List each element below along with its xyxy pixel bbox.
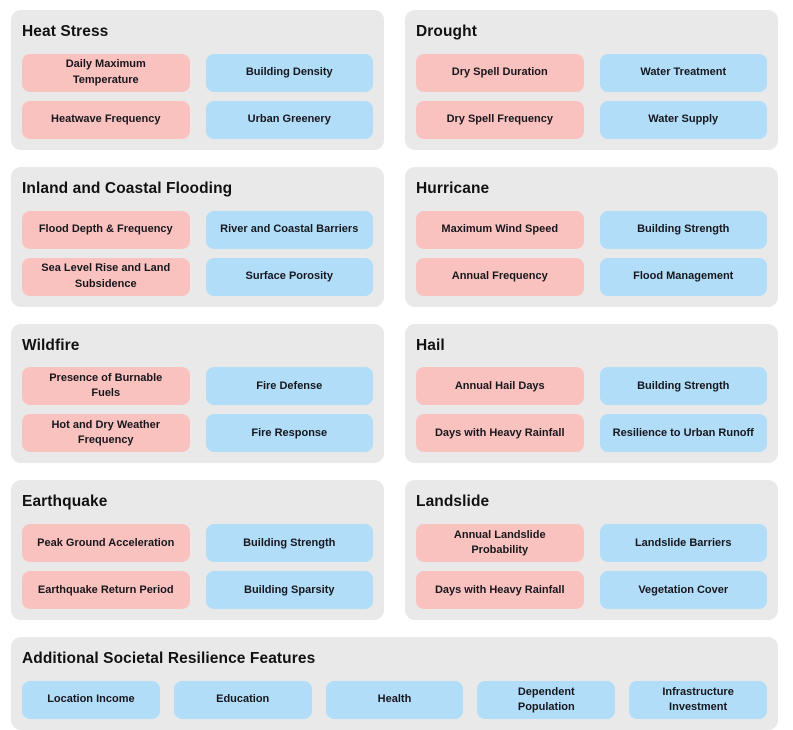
pill-grid: Presence of Burnable Fuels Fire Defense … bbox=[22, 367, 373, 453]
hazard-pill[interactable]: Annual Frequency bbox=[416, 257, 584, 296]
pill-grid: Daily Maximum Temperature Building Densi… bbox=[22, 53, 373, 139]
card-title: Hail bbox=[416, 336, 445, 354]
pill-grid: Maximum Wind Speed Building Strength Ann… bbox=[416, 210, 767, 296]
resilience-pill[interactable]: Building Sparsity bbox=[205, 571, 373, 610]
hazard-pill[interactable]: Maximum Wind Speed bbox=[416, 210, 584, 249]
hazard-pill[interactable]: Earthquake Return Period bbox=[22, 571, 190, 610]
resilience-pill[interactable]: Education bbox=[173, 681, 312, 720]
card-inland-and-coastal-flooding: Inland and Coastal Flooding Flood Depth … bbox=[11, 166, 384, 307]
features-row: Location Income Education Health Depende… bbox=[22, 681, 767, 720]
card-landslide: Landslide Annual Landslide Probability L… bbox=[405, 480, 778, 621]
resilience-pill[interactable]: Location Income bbox=[22, 681, 160, 720]
pill-grid: Annual Landslide Probability Landslide B… bbox=[416, 524, 767, 610]
hazard-pill[interactable]: Flood Depth & Frequency bbox=[22, 210, 190, 249]
resilience-pill[interactable]: Building Strength bbox=[205, 524, 373, 563]
resilience-pill[interactable]: Building Strength bbox=[599, 367, 767, 406]
pill-grid: Flood Depth & Frequency River and Coasta… bbox=[22, 210, 373, 296]
card-heat-stress: Heat Stress Daily Maximum Temperature Bu… bbox=[11, 10, 384, 150]
card-title: Landslide bbox=[416, 493, 490, 511]
resilience-pill[interactable]: Surface Porosity bbox=[205, 257, 373, 296]
resilience-pill[interactable]: Landslide Barriers bbox=[599, 524, 767, 563]
resilience-pill[interactable]: Infrastructure Investment bbox=[629, 681, 767, 720]
card-hail: Hail Annual Hail Days Building Strength … bbox=[405, 323, 778, 464]
hazard-pill[interactable]: Hot and Dry Weather Frequency bbox=[22, 414, 190, 453]
hazard-pill[interactable]: Heatwave Frequency bbox=[22, 100, 190, 139]
pill-grid: Peak Ground Acceleration Building Streng… bbox=[22, 524, 373, 610]
hazard-resilience-grid: Heat Stress Daily Maximum Temperature Bu… bbox=[11, 10, 778, 730]
hazard-pill[interactable]: Dry Spell Duration bbox=[416, 53, 584, 92]
hazard-pill[interactable]: Presence of Burnable Fuels bbox=[22, 367, 190, 406]
resilience-pill[interactable]: Resilience to Urban Runoff bbox=[599, 414, 767, 453]
resilience-pill[interactable]: Health bbox=[325, 681, 464, 720]
hazard-pill[interactable]: Dry Spell Frequency bbox=[416, 100, 584, 139]
hazard-pill[interactable]: Sea Level Rise and Land Subsidence bbox=[22, 257, 190, 296]
resilience-pill[interactable]: River and Coastal Barriers bbox=[205, 210, 373, 249]
card-title: Wildfire bbox=[22, 336, 80, 354]
hazard-pill[interactable]: Annual Landslide Probability bbox=[416, 524, 584, 563]
card-wildfire: Wildfire Presence of Burnable Fuels Fire… bbox=[11, 323, 384, 464]
resilience-pill[interactable]: Dependent Population bbox=[477, 681, 616, 720]
card-drought: Drought Dry Spell Duration Water Treatme… bbox=[405, 10, 778, 150]
resilience-pill[interactable]: Building Density bbox=[205, 53, 373, 92]
card-title: Heat Stress bbox=[22, 23, 109, 40]
hazard-pill[interactable]: Annual Hail Days bbox=[416, 367, 584, 406]
hazard-pill[interactable]: Daily Maximum Temperature bbox=[22, 53, 190, 92]
resilience-pill[interactable]: Urban Greenery bbox=[205, 100, 373, 139]
card-title: Hurricane bbox=[416, 179, 490, 197]
resilience-pill[interactable]: Water Treatment bbox=[599, 53, 767, 92]
card-additional-societal-resilience-features: Additional Societal Resilience Features … bbox=[11, 637, 778, 730]
card-title: Inland and Coastal Flooding bbox=[22, 179, 233, 197]
card-hurricane: Hurricane Maximum Wind Speed Building St… bbox=[405, 166, 778, 307]
hazard-pill[interactable]: Days with Heavy Rainfall bbox=[416, 414, 584, 453]
resilience-pill[interactable]: Fire Defense bbox=[205, 367, 373, 406]
resilience-pill[interactable]: Fire Response bbox=[205, 414, 373, 453]
card-earthquake: Earthquake Peak Ground Acceleration Buil… bbox=[11, 480, 384, 621]
resilience-pill[interactable]: Water Supply bbox=[599, 100, 767, 139]
card-title: Earthquake bbox=[22, 493, 108, 511]
resilience-pill[interactable]: Building Strength bbox=[599, 210, 767, 249]
card-title: Additional Societal Resilience Features bbox=[22, 650, 316, 668]
resilience-pill[interactable]: Flood Management bbox=[599, 257, 767, 296]
hazard-pill[interactable]: Days with Heavy Rainfall bbox=[416, 571, 584, 610]
pill-grid: Dry Spell Duration Water Treatment Dry S… bbox=[416, 53, 767, 139]
card-title: Drought bbox=[416, 23, 477, 40]
resilience-pill[interactable]: Vegetation Cover bbox=[599, 571, 767, 610]
pill-grid: Annual Hail Days Building Strength Days … bbox=[416, 367, 767, 453]
hazard-pill[interactable]: Peak Ground Acceleration bbox=[22, 524, 190, 563]
